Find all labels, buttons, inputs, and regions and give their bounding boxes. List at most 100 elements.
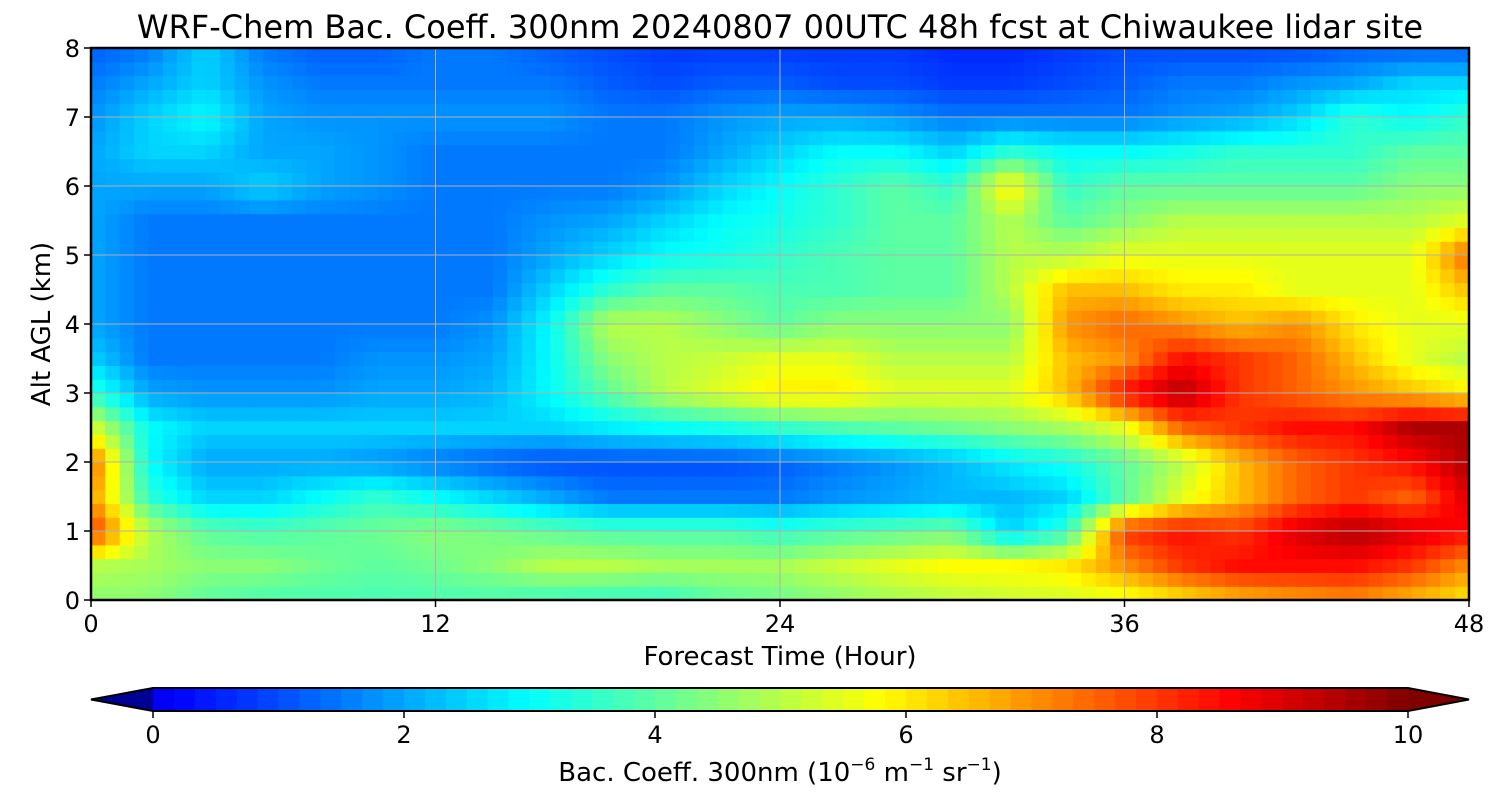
heatmap-cell: [1196, 351, 1212, 366]
colorbar-segment: [780, 688, 803, 711]
heatmap-cell: [823, 434, 839, 449]
heatmap-cell: [1024, 393, 1039, 408]
heatmap-cell: [363, 503, 379, 518]
heatmap-cell: [535, 544, 551, 560]
heatmap-cell: [507, 324, 523, 339]
heatmap-cell: [995, 89, 1011, 104]
heatmap-cell: [1038, 213, 1054, 228]
heatmap-cell: [736, 255, 752, 270]
heatmap-cell: [1282, 186, 1298, 201]
heatmap-cell: [1095, 393, 1111, 408]
heatmap-cell: [1167, 531, 1183, 546]
heatmap-cell: [966, 255, 982, 270]
heatmap-cell: [708, 448, 724, 463]
heatmap-cell: [823, 475, 839, 491]
heatmap-cell: [1311, 503, 1327, 518]
heatmap-cell: [91, 144, 106, 159]
heatmap-cell: [1425, 572, 1441, 587]
heatmap-cell: [708, 61, 724, 77]
heatmap-cell: [162, 324, 178, 339]
heatmap-cell: [1425, 61, 1441, 77]
heatmap-cell: [1024, 158, 1039, 173]
heatmap-cell: [1296, 199, 1312, 215]
heatmap-cell: [579, 130, 594, 146]
heatmap-cell: [1210, 172, 1226, 187]
heatmap-cell: [1339, 103, 1355, 118]
heatmap-cell: [148, 199, 164, 215]
heatmap-cell: [378, 393, 394, 408]
heatmap-cell: [277, 241, 293, 256]
heatmap-cell: [736, 213, 752, 228]
colorbar-segment: [926, 688, 949, 711]
heatmap-cell: [1454, 393, 1469, 408]
heatmap-cell: [1282, 255, 1298, 270]
heatmap-cell: [162, 503, 178, 518]
heatmap-cell: [1153, 213, 1169, 228]
heatmap-cell: [1282, 172, 1298, 187]
heatmap-cell: [421, 199, 437, 215]
heatmap-cell: [650, 531, 666, 546]
heatmap-cell: [105, 227, 121, 242]
heatmap-cell: [1052, 586, 1068, 600]
heatmap-cell: [952, 351, 968, 366]
heatmap-cell: [794, 351, 810, 366]
heatmap-cell: [851, 296, 867, 311]
heatmap-cell: [234, 186, 250, 201]
heatmap-cell: [880, 337, 896, 353]
heatmap-cell: [1138, 351, 1154, 366]
heatmap-cell: [162, 517, 178, 532]
heatmap-cell: [478, 75, 494, 90]
heatmap-cell: [1052, 103, 1068, 118]
heatmap-cell: [579, 48, 594, 63]
heatmap-cell: [665, 213, 681, 228]
heatmap-cell: [1024, 75, 1039, 90]
heatmap-cell: [535, 489, 551, 504]
heatmap-cell: [636, 172, 652, 187]
heatmap-cell: [1325, 379, 1341, 394]
heatmap-cell: [521, 337, 537, 353]
heatmap-cell: [248, 241, 264, 256]
heatmap-cell: [736, 186, 752, 201]
heatmap-cell: [550, 268, 566, 284]
heatmap-cell: [751, 324, 767, 339]
heatmap-cell: [392, 365, 408, 380]
heatmap-cell: [478, 586, 494, 600]
heatmap-cell: [665, 61, 681, 77]
heatmap-cell: [1425, 420, 1441, 435]
heatmap-cell: [435, 61, 451, 77]
heatmap-cell: [421, 282, 437, 297]
heatmap-cell: [449, 558, 465, 573]
heatmap-cell: [406, 130, 422, 146]
heatmap-cell: [1296, 517, 1312, 532]
heatmap-cell: [579, 310, 594, 325]
heatmap-cell: [234, 144, 250, 159]
heatmap-cell: [650, 503, 666, 518]
heatmap-cell: [392, 558, 408, 573]
heatmap-cell: [421, 241, 437, 256]
heatmap-cell: [1038, 48, 1054, 63]
heatmap-cell: [1009, 434, 1025, 449]
heatmap-cell: [91, 406, 106, 422]
heatmap-cell: [937, 282, 953, 297]
heatmap-cell: [248, 172, 264, 187]
heatmap-cell: [1325, 282, 1341, 297]
heatmap-cell: [507, 406, 523, 422]
heatmap-cell: [234, 227, 250, 242]
heatmap-cell: [1138, 103, 1154, 118]
heatmap-cell: [134, 337, 150, 353]
heatmap-cell: [995, 282, 1011, 297]
heatmap-cell: [952, 434, 968, 449]
heatmap-cell: [794, 517, 810, 532]
heatmap-cell: [1268, 199, 1283, 215]
heatmap-cell: [1239, 406, 1255, 422]
heatmap-cell: [980, 310, 996, 325]
heatmap-cell: [823, 462, 839, 477]
heatmap-cell: [148, 268, 164, 284]
heatmap-cell: [191, 531, 207, 546]
heatmap-cell: [248, 158, 264, 173]
heatmap-cell: [966, 337, 982, 353]
heatmap-cell: [535, 213, 551, 228]
heatmap-cell: [162, 393, 178, 408]
heatmap-cell: [708, 544, 724, 560]
heatmap-cell: [1368, 296, 1384, 311]
